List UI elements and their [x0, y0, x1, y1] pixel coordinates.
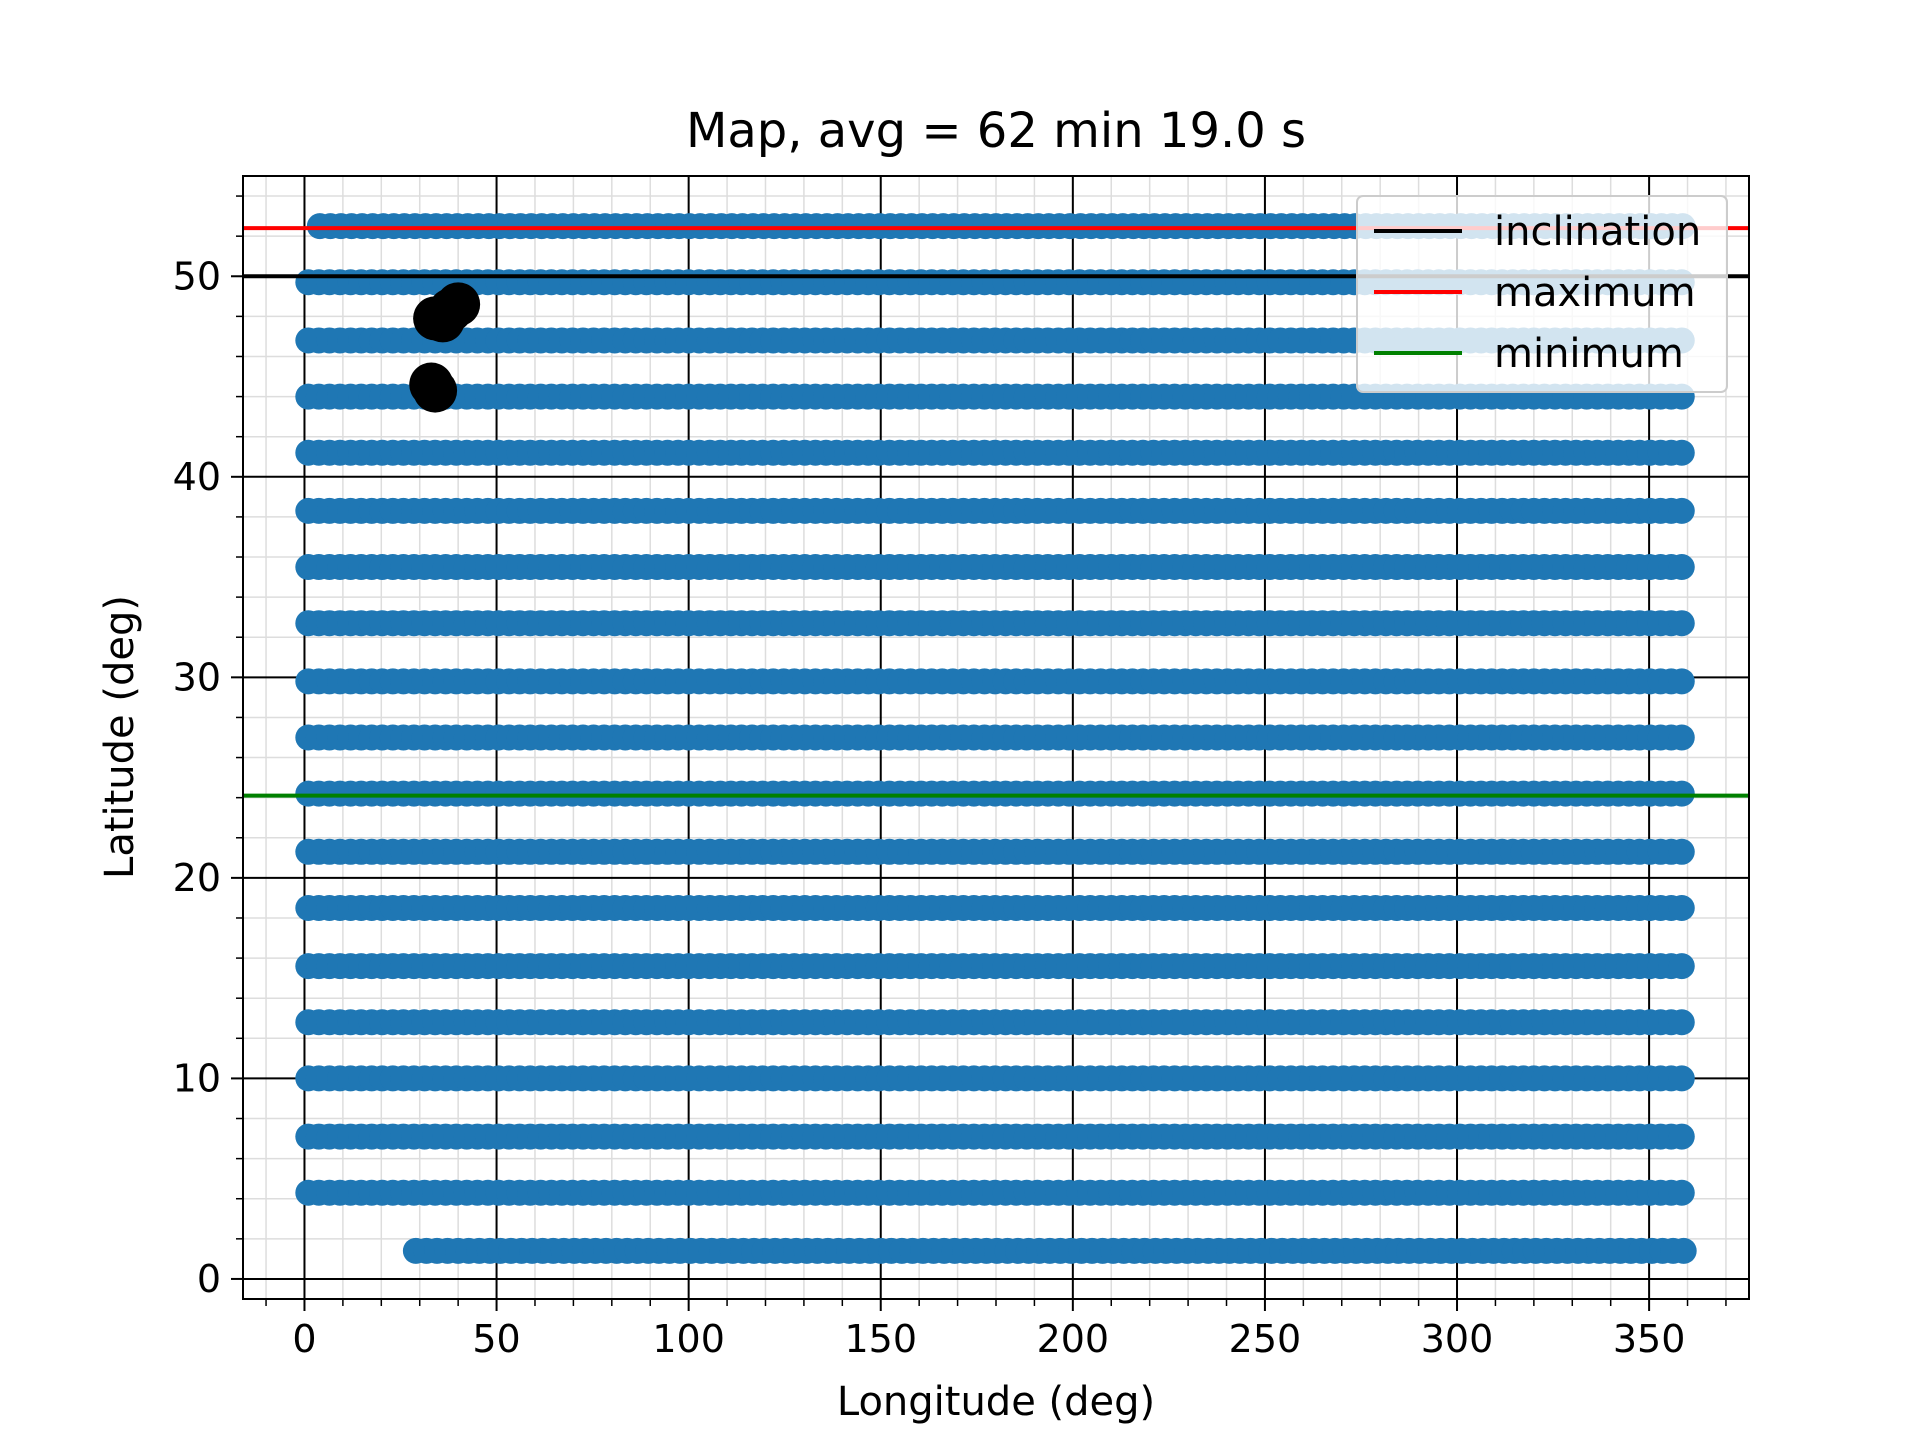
sample-point [1668, 1179, 1695, 1206]
sample-point [1668, 1009, 1695, 1036]
highlight-point [436, 282, 481, 327]
sample-point [1668, 554, 1695, 581]
x-tick-label: 0 [292, 1317, 316, 1361]
legend: inclination maximum minimum [1356, 195, 1728, 393]
sample-point [1668, 610, 1695, 637]
legend-label-inclination: inclination [1494, 209, 1701, 255]
highlight-point [413, 368, 458, 413]
sample-point [1668, 780, 1695, 807]
y-tick-label: 10 [173, 1056, 221, 1100]
y-tick-label: 40 [173, 455, 221, 499]
y-tick-label: 20 [173, 856, 221, 900]
sample-point [1670, 1237, 1697, 1264]
axis-ticks [231, 195, 1727, 1311]
x-tick-label: 300 [1421, 1317, 1494, 1361]
x-tick-label: 50 [472, 1317, 520, 1361]
x-tick-label: 150 [844, 1317, 917, 1361]
sample-point [1668, 1065, 1695, 1092]
y-tick-label: 50 [173, 254, 221, 298]
legend-box [1356, 195, 1728, 393]
chart-title: Map, avg = 62 min 19.0 s [686, 103, 1306, 159]
y-axis-label: Latitude (deg) [97, 595, 143, 879]
sample-point [1668, 1123, 1695, 1150]
y-tick-label: 30 [173, 655, 221, 699]
sample-point [1668, 439, 1695, 466]
x-axis-label: Longitude (deg) [837, 1379, 1155, 1425]
sample-point [1668, 953, 1695, 980]
highlight-points [409, 282, 481, 413]
y-tick-label: 0 [197, 1257, 221, 1301]
x-tick-label: 200 [1037, 1317, 1110, 1361]
legend-label-minimum: minimum [1494, 331, 1684, 377]
sample-point [1668, 497, 1695, 524]
tick-labels: 0 50 100 150 200 250 300 350 0 10 20 30 40 50 [173, 254, 1686, 1361]
x-tick-label: 100 [652, 1317, 725, 1361]
sample-point [1668, 838, 1695, 865]
legend-label-maximum: maximum [1494, 270, 1696, 316]
sample-point [1668, 894, 1695, 921]
x-tick-label: 250 [1229, 1317, 1302, 1361]
x-tick-label: 350 [1613, 1317, 1686, 1361]
sample-point [1668, 724, 1695, 751]
sample-point [1668, 668, 1695, 695]
